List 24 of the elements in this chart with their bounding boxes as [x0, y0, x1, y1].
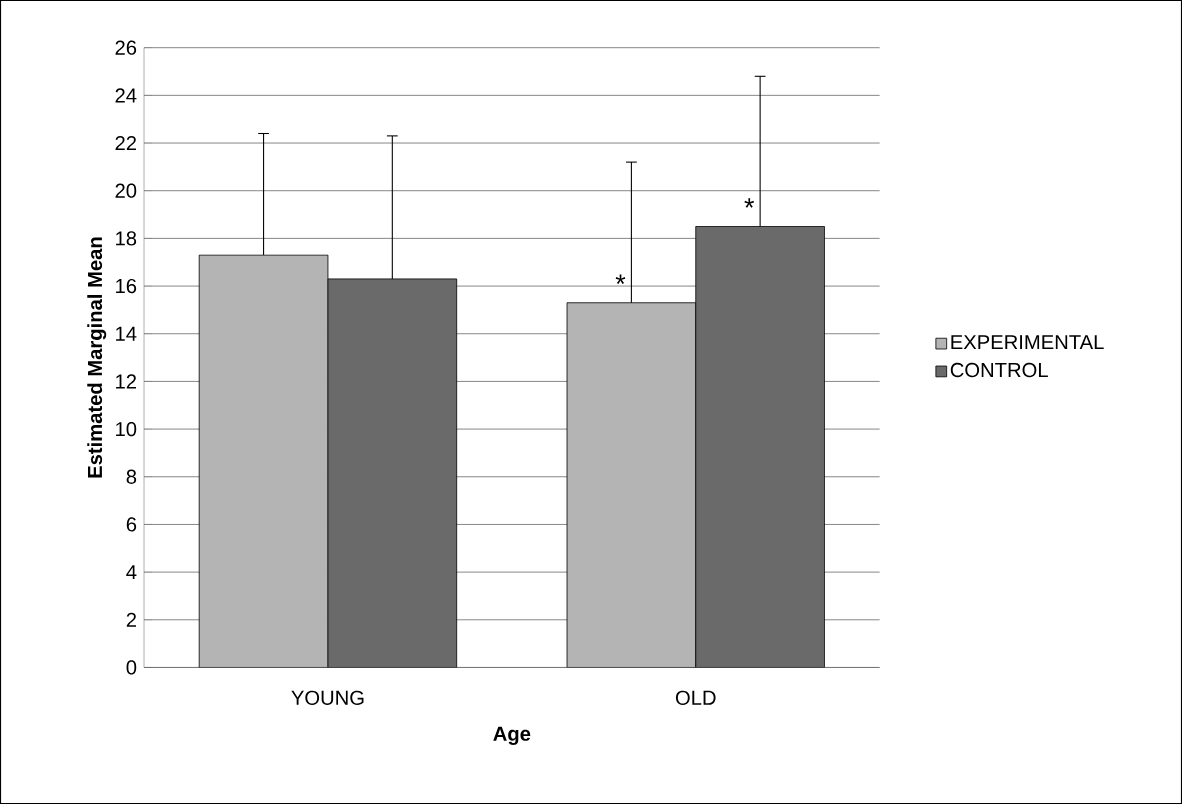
y-axis-title: Estimated Marginal Mean	[87, 237, 107, 478]
y-tick-label: 26	[115, 40, 137, 55]
x-axis-title: Age	[493, 726, 531, 745]
legend-label: EXPERIMENTAL	[951, 335, 1104, 350]
annotation: *	[744, 198, 755, 208]
y-tick-label: 12	[116, 374, 137, 389]
bar	[198, 254, 329, 668]
annotation: *	[615, 274, 626, 284]
y-tick-label: 4	[126, 565, 137, 580]
y-tick-label: 16	[116, 278, 137, 294]
bar	[566, 302, 697, 668]
y-tick-label: 14	[116, 326, 137, 341]
y-tick-label: 22	[115, 135, 137, 151]
y-tick-label: 10	[116, 421, 137, 437]
y-tick-label: 18	[116, 231, 137, 246]
y-tick-label: 20	[115, 183, 137, 198]
y-tick-label: 0	[126, 660, 137, 675]
y-tick-label: 8	[126, 469, 137, 484]
x-tick-label: YOUNG	[291, 690, 364, 705]
y-tick-label: 6	[126, 517, 137, 532]
y-tick-label: 2	[126, 612, 137, 627]
legend-label: CONTROL	[950, 362, 1048, 378]
x-tick-label: OLD	[675, 690, 716, 705]
y-tick-label: 24	[115, 88, 137, 103]
